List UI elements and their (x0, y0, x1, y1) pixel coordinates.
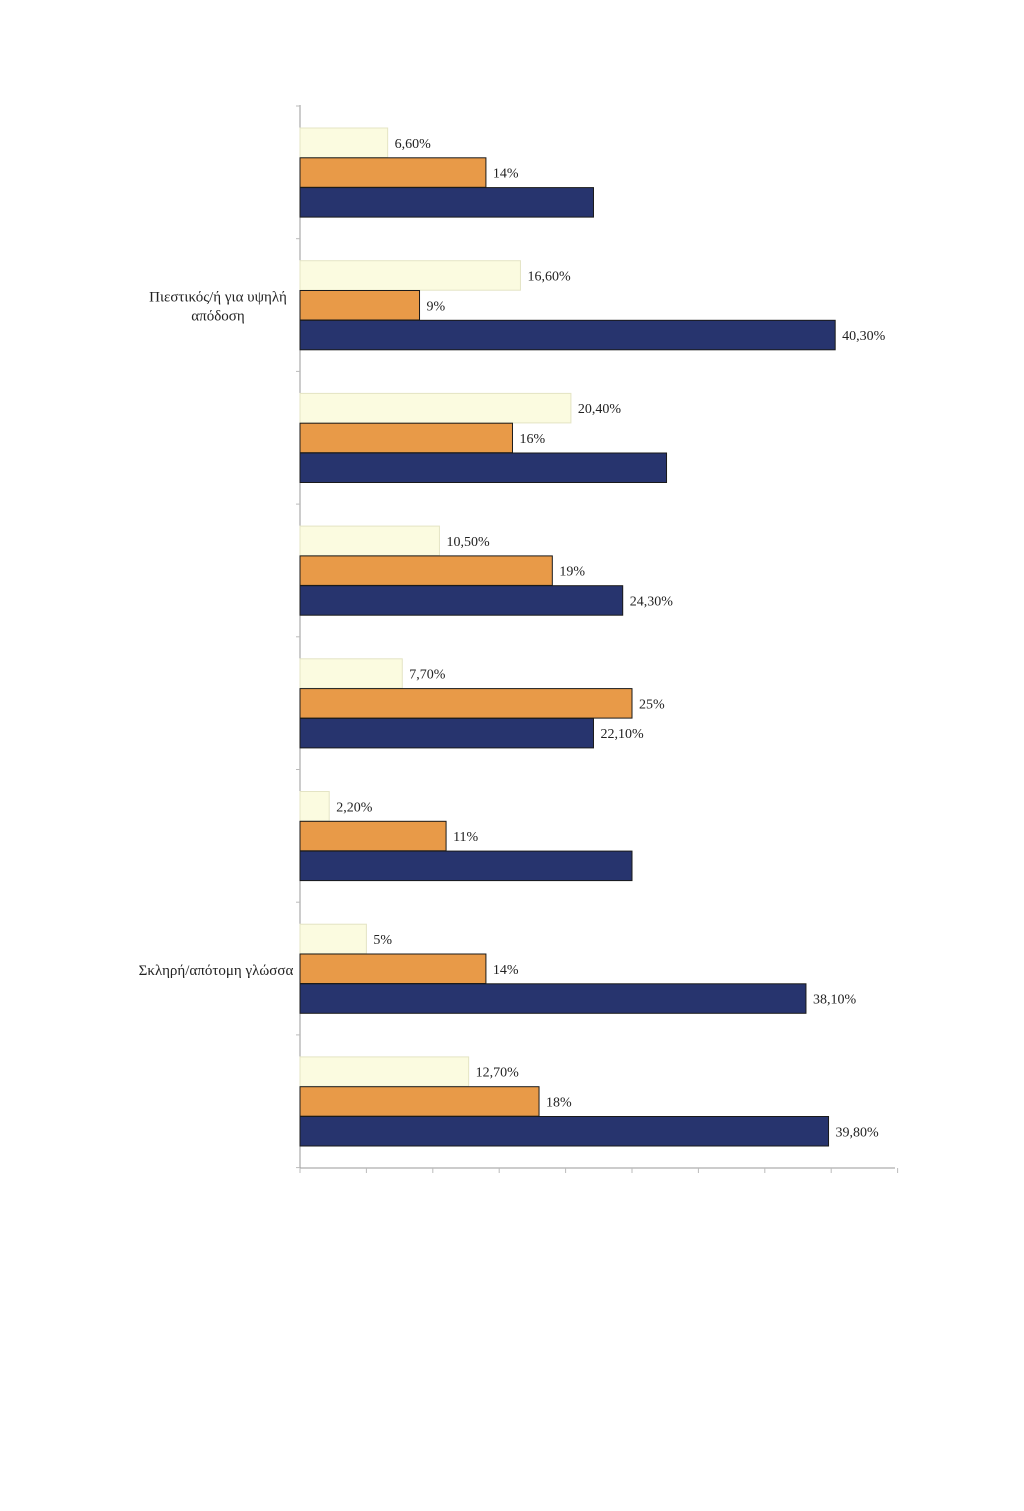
bar-series-2-4 (299, 688, 633, 719)
data-label: 18% (546, 1095, 572, 1110)
category-labels-group: Πιεστικός/ή για υψηλή απόδοση Σκληρή/απότο… (139, 289, 294, 979)
bar-series-1-2 (299, 392, 572, 424)
data-label: 7,70% (409, 668, 446, 683)
data-label: 39,80% (836, 1125, 880, 1140)
data-label: 9% (427, 299, 446, 314)
bar-series-1-1 (299, 260, 521, 291)
bar-series-3-4 (299, 717, 594, 749)
category-label: Πιεστικός/ή για υψηλή απόδοση (149, 289, 287, 324)
data-label: 12,70% (476, 1066, 520, 1081)
data-label: 5% (373, 933, 392, 948)
data-label: 25% (639, 697, 665, 712)
bar-series-3-7 (299, 1116, 830, 1147)
category-label: Σκληρή/απότομη γλώσσα (139, 963, 294, 979)
data-label: 16,60% (527, 269, 571, 284)
bar-series-1-6 (299, 923, 367, 955)
data-label: 14% (493, 167, 519, 182)
bar-series-3-3 (299, 585, 624, 616)
data-label: 19% (559, 565, 585, 580)
data-label: 22,10% (600, 727, 644, 742)
axis-ticks (296, 105, 899, 1173)
data-label: 6,60% (395, 137, 432, 152)
bar-series-1-4 (299, 658, 403, 689)
data-label: 2,20% (336, 800, 373, 815)
bar-series-3-2 (299, 452, 668, 483)
bar-series-1-7 (299, 1056, 470, 1087)
data-labels-group: 6,60% 14% 16,60% 9% 40,30% 20,40% 16% 10,50% 19%… (336, 137, 885, 1141)
bar-series-2-7 (299, 1086, 540, 1117)
data-label: 38,10% (813, 993, 857, 1008)
bar-series-1-3 (299, 525, 440, 557)
data-label: 24,30% (630, 594, 674, 609)
bar-series-1-0 (299, 127, 389, 158)
data-label: 20,40% (578, 402, 622, 417)
bar-series-2-2 (299, 422, 513, 454)
bar-series-2-3 (299, 555, 553, 586)
data-label: 10,50% (446, 535, 490, 550)
data-label: 40,30% (842, 329, 886, 344)
bar-series-1-5 (299, 791, 330, 822)
bars-group (299, 127, 836, 1147)
bar-series-2-0 (299, 157, 487, 188)
bar-series-2-1 (299, 290, 421, 321)
bar-series-2-5 (299, 820, 447, 852)
data-label: 16% (519, 432, 545, 447)
data-label: 11% (453, 830, 478, 845)
bar-series-3-5 (299, 850, 633, 882)
data-label: 14% (493, 963, 519, 978)
bar-series-3-1 (299, 319, 836, 351)
bar-series-2-6 (299, 953, 487, 984)
bar-series-3-6 (299, 983, 807, 1014)
bar-series-3-0 (299, 187, 594, 218)
